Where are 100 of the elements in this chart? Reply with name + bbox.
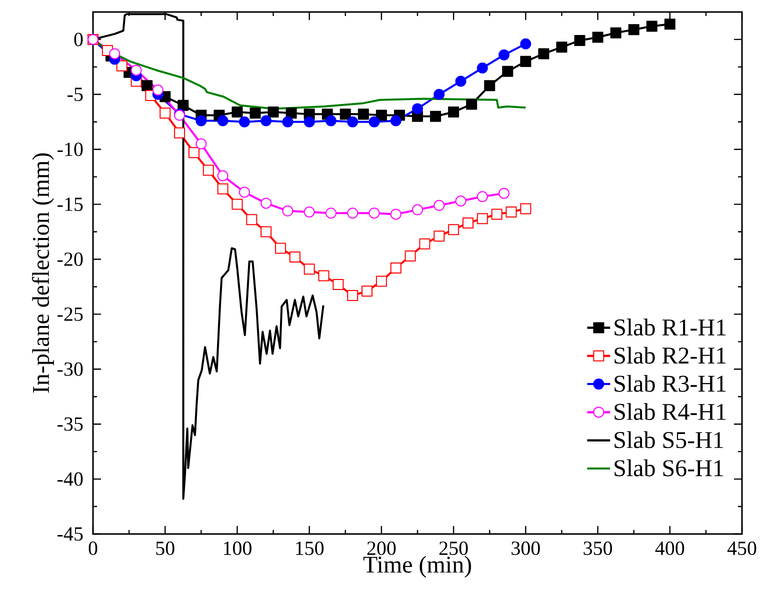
point xyxy=(152,84,164,96)
point xyxy=(340,108,351,120)
point xyxy=(419,238,430,250)
point xyxy=(282,116,294,128)
y-tick-label: -35 xyxy=(58,417,83,431)
point xyxy=(130,64,142,76)
point xyxy=(362,286,373,297)
point xyxy=(390,208,402,220)
point xyxy=(491,208,502,220)
point xyxy=(448,106,460,118)
point xyxy=(318,270,330,282)
point xyxy=(520,203,532,214)
point xyxy=(376,110,387,121)
point xyxy=(286,108,297,119)
point xyxy=(142,80,153,92)
x-tick-label: 0 xyxy=(88,542,98,556)
point xyxy=(498,49,510,60)
point xyxy=(260,115,272,126)
y-tick-label: -5 xyxy=(68,88,83,102)
legend-label: Slab R3-H1 xyxy=(614,374,726,392)
point xyxy=(498,188,510,199)
legend-label: Slab R1-H1 xyxy=(614,318,726,336)
point xyxy=(246,214,258,226)
point xyxy=(174,127,186,138)
point xyxy=(592,32,604,43)
point xyxy=(574,35,586,46)
point xyxy=(116,60,128,72)
point xyxy=(304,206,315,218)
y-tick-label: -25 xyxy=(58,307,83,321)
point xyxy=(358,108,369,120)
point xyxy=(520,38,532,50)
y-tick-label: -15 xyxy=(58,198,83,211)
point xyxy=(646,20,658,32)
point xyxy=(188,147,200,158)
point xyxy=(466,98,478,110)
point xyxy=(520,56,532,67)
point xyxy=(232,198,243,210)
point xyxy=(610,27,622,38)
y-tick-label: -40 xyxy=(58,472,83,486)
point xyxy=(434,200,445,211)
point xyxy=(202,164,214,176)
legend-label: Slab S6-H1 xyxy=(614,459,723,476)
y-tick-label: -45 xyxy=(58,527,83,541)
point xyxy=(476,62,488,74)
point xyxy=(347,290,358,302)
point xyxy=(455,76,466,87)
point xyxy=(664,18,676,30)
point xyxy=(109,48,120,60)
point xyxy=(434,230,445,242)
point xyxy=(556,42,568,53)
x-tick-label: 200 xyxy=(367,542,396,556)
y-tick-label: -30 xyxy=(58,362,83,376)
point xyxy=(476,213,488,224)
x-axis-title: Time (min) xyxy=(363,556,472,578)
point xyxy=(196,138,207,150)
point xyxy=(506,206,517,218)
point xyxy=(332,279,344,290)
point xyxy=(304,264,315,275)
point xyxy=(412,103,424,114)
x-tick-label: 400 xyxy=(655,542,684,556)
point xyxy=(462,217,474,228)
point xyxy=(250,108,261,119)
point xyxy=(289,252,300,263)
point xyxy=(178,100,189,111)
point xyxy=(368,208,380,219)
point xyxy=(304,116,315,128)
point xyxy=(404,250,416,262)
x-tick-label: 450 xyxy=(727,542,756,556)
point xyxy=(232,106,243,118)
point xyxy=(217,115,228,126)
point xyxy=(347,208,358,219)
point xyxy=(260,226,272,238)
point xyxy=(412,204,424,216)
point xyxy=(484,80,496,92)
legend-label: Slab R2-H1 xyxy=(614,346,726,364)
y-tick-label: -20 xyxy=(58,252,83,266)
legend-label: Slab R4-H1 xyxy=(614,403,726,420)
point xyxy=(390,115,402,126)
y-tick-label: 0 xyxy=(74,32,83,46)
point xyxy=(430,110,442,122)
point xyxy=(390,262,402,274)
x-tick-label: 150 xyxy=(296,542,324,556)
point xyxy=(217,183,228,194)
point xyxy=(455,196,466,207)
x-tick-label: 50 xyxy=(156,542,174,556)
point xyxy=(325,115,336,126)
point xyxy=(347,116,358,128)
x-tick-label: 250 xyxy=(439,542,468,556)
point xyxy=(160,108,171,119)
point xyxy=(260,198,272,209)
y-tick-label: -10 xyxy=(58,142,83,156)
legend-label: Slab S5-H1 xyxy=(614,431,723,448)
point xyxy=(274,242,286,254)
point xyxy=(502,66,514,77)
point xyxy=(448,224,460,236)
point xyxy=(368,116,380,128)
point xyxy=(325,208,336,219)
y-axis-title: In-plane deflection (mm) xyxy=(32,153,54,393)
point xyxy=(268,106,279,118)
point xyxy=(434,88,445,100)
